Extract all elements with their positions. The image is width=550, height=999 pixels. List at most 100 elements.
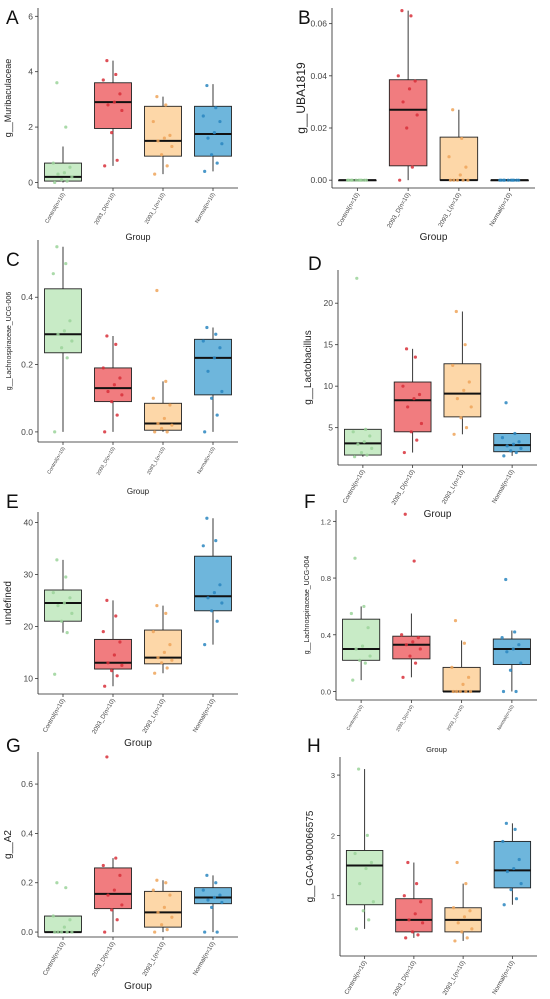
- data-point: [114, 72, 118, 77]
- data-point: [103, 684, 107, 688]
- data-point: [115, 918, 119, 922]
- data-point: [407, 87, 412, 91]
- data-point: [365, 833, 369, 837]
- box-4: [194, 338, 232, 396]
- data-point: [160, 923, 164, 927]
- data-point: [168, 893, 172, 897]
- data-point: [212, 895, 216, 900]
- data-point: [502, 903, 506, 907]
- data-point: [409, 430, 413, 434]
- data-point: [64, 575, 68, 579]
- data-point: [405, 126, 409, 130]
- y-tick-label: 0.0: [21, 427, 33, 437]
- data-point: [460, 930, 464, 934]
- data-point: [468, 909, 472, 913]
- data-point: [155, 95, 159, 99]
- panel-letter: F: [304, 492, 316, 513]
- box-2: [94, 867, 132, 910]
- data-point: [120, 663, 124, 668]
- data-point: [517, 440, 521, 444]
- data-point: [170, 915, 174, 919]
- data-point: [120, 903, 124, 907]
- data-point: [203, 430, 207, 434]
- data-point: [404, 936, 408, 940]
- y-axis-label: g__Lachnospiraceae_UCG-004: [304, 556, 311, 655]
- data-point: [370, 446, 374, 451]
- data-point: [470, 927, 474, 931]
- x-tick-label: 2093_D(n=10): [386, 192, 412, 230]
- data-point: [505, 650, 509, 654]
- data-point: [114, 856, 118, 860]
- data-point: [68, 319, 72, 323]
- data-point: [519, 661, 523, 665]
- data-point: [68, 918, 72, 922]
- data-point: [53, 672, 57, 676]
- data-point: [201, 339, 205, 343]
- data-point: [101, 78, 105, 82]
- data-point: [112, 100, 116, 104]
- data-point: [55, 81, 59, 85]
- data-point: [360, 644, 365, 648]
- box-3: [144, 629, 182, 665]
- data-point: [509, 888, 513, 892]
- data-point: [511, 442, 516, 446]
- data-point: [450, 665, 454, 669]
- data-point: [210, 609, 214, 613]
- y-tick-label: 0.0: [321, 687, 331, 696]
- box-2: [388, 79, 428, 167]
- data-point: [105, 334, 109, 338]
- data-point: [101, 366, 105, 370]
- data-point: [101, 863, 105, 868]
- x-tick-label: 2093_L(n=10): [141, 941, 166, 978]
- data-point: [65, 356, 69, 360]
- data-point: [162, 416, 166, 421]
- data-point: [206, 596, 210, 600]
- data-point: [413, 661, 418, 665]
- data-point: [345, 178, 350, 182]
- box-3: [442, 666, 481, 692]
- data-point: [206, 898, 210, 902]
- data-point: [501, 178, 506, 182]
- data-point: [112, 888, 116, 892]
- data-point: [513, 630, 517, 634]
- data-point: [351, 430, 355, 434]
- data-point: [56, 604, 60, 608]
- data-point: [361, 909, 365, 913]
- chart-panel-a: A 0 2 4 6 g__Muribaculaceae Control(n=10) 2093_…: [3, 8, 238, 242]
- data-point: [106, 893, 110, 897]
- data-point: [458, 689, 462, 694]
- data-point: [464, 165, 468, 169]
- data-point: [466, 178, 470, 182]
- x-tick-label: 2093_L(n=10): [146, 446, 167, 476]
- data-point: [406, 860, 410, 865]
- data-point: [51, 161, 55, 165]
- data-point: [401, 675, 405, 679]
- x-tick-label: Normal(n=10): [192, 698, 217, 734]
- y-tick-label: 0.04: [310, 71, 327, 81]
- data-point: [218, 583, 222, 587]
- data-point: [462, 915, 467, 919]
- data-point: [358, 882, 362, 886]
- y-tick-label: 6: [28, 11, 33, 21]
- x-tick-label: Control(n=10): [46, 446, 67, 476]
- data-point: [118, 376, 122, 380]
- data-point: [418, 647, 422, 651]
- x-tick-label: Control(n=10): [44, 192, 66, 225]
- data-point: [413, 912, 417, 916]
- x-axis-label: Group: [125, 232, 150, 242]
- data-point: [203, 643, 207, 647]
- data-point: [156, 910, 160, 914]
- panel-letter: B: [298, 8, 311, 29]
- data-point: [205, 83, 209, 88]
- data-point: [505, 869, 510, 874]
- data-point: [215, 930, 219, 934]
- data-point: [70, 339, 74, 343]
- y-axis-label: undefined: [3, 581, 14, 625]
- x-tick-label: 2093_D(n=10): [91, 941, 117, 979]
- data-point: [156, 139, 160, 143]
- data-point: [212, 356, 216, 360]
- data-point: [415, 882, 419, 886]
- chart-panel-h: H 1 2 3 g__GCA-900066575 Control(n=10) 2093_D(…: [305, 736, 537, 997]
- data-point: [115, 158, 119, 162]
